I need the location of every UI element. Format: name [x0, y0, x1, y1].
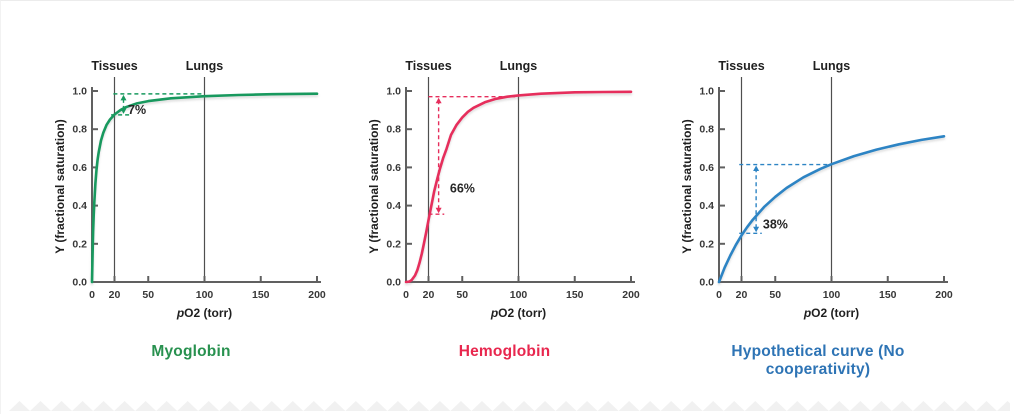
- y-tick-label: 0.4: [386, 200, 401, 212]
- arrowhead-down-icon: [753, 226, 760, 233]
- lungs-ref-label: Lungs: [499, 59, 537, 73]
- x-tick-label: 100: [196, 289, 214, 301]
- charts-row: Tissues Lungs 0.0 0.2 0.4 0.6 0.8 1.0 0 20 50 100 15…: [1, 1, 1014, 379]
- tissues-ref-label: Tissues: [718, 59, 764, 73]
- delta-percent-label: 7%: [128, 103, 146, 117]
- hypothetical-saturation-plot: Tissues Lungs 0.0 0.2 0.4 0.6 0.8 1.0 0 20 50 100 15…: [680, 59, 953, 320]
- x-axis-title: pO2 (torr): [176, 306, 232, 320]
- curve-path: [404, 90, 632, 284]
- myoglobin-saturation-plot: Tissues Lungs 0.0 0.2 0.4 0.6 0.8 1.0 0 20 50 100 15…: [53, 59, 326, 320]
- arrowhead-up-icon: [120, 94, 127, 101]
- lungs-ref-label: Lungs: [813, 59, 851, 73]
- y-tick-label: 1.0: [386, 86, 401, 98]
- x-tick-label: 150: [252, 289, 270, 301]
- y-tick-label: 0.4: [699, 200, 714, 212]
- y-tick-label: 1.0: [699, 86, 714, 98]
- y-tick-label: 0.6: [72, 162, 87, 174]
- y-tick-label: 0.6: [386, 162, 401, 174]
- curve-path: [90, 92, 319, 284]
- y-axis-title: Y (fractional saturation): [53, 119, 67, 253]
- arrowhead-down-icon: [435, 207, 442, 214]
- y-tick-label: 0.2: [72, 238, 87, 250]
- y-tick-label: 0.0: [72, 277, 87, 289]
- x-axis-title: pO2 (torr): [489, 306, 545, 320]
- y-tick-label: 0.8: [386, 124, 401, 136]
- x-tick-label: 0: [403, 289, 409, 301]
- tissues-ref-label: Tissues: [405, 59, 451, 73]
- torn-edge-decoration: [9, 401, 1010, 411]
- x-tick-label: 50: [769, 289, 781, 301]
- hemoglobin-saturation-plot: Tissues Lungs 0.0 0.2 0.4 0.6 0.8 1.0 0 20 50 100 15…: [367, 59, 640, 320]
- x-tick-label: 150: [565, 289, 583, 301]
- arrowhead-up-icon: [435, 97, 442, 104]
- x-tick-label: 100: [823, 289, 841, 301]
- x-tick-label: 20: [422, 289, 434, 301]
- y-axis-title: Y (fractional saturation): [367, 119, 381, 253]
- x-tick-label: 20: [736, 289, 748, 301]
- y-tick-label: 0.8: [72, 124, 87, 136]
- x-tick-label: 50: [142, 289, 154, 301]
- x-tick-label: 100: [509, 289, 527, 301]
- chart-caption-myoglobin: Myoglobin: [151, 343, 231, 360]
- arrowhead-up-icon: [753, 165, 760, 172]
- x-tick-label: 200: [935, 289, 953, 301]
- y-tick-label: 0.0: [386, 277, 401, 289]
- y-axis-title: Y (fractional saturation): [680, 119, 694, 253]
- x-tick-label: 0: [716, 289, 722, 301]
- y-tick-label: 0.2: [386, 238, 401, 250]
- x-tick-label: 0: [89, 289, 95, 301]
- y-tick-label: 0.8: [699, 124, 714, 136]
- chart-caption-hemoglobin: Hemoglobin: [458, 343, 551, 360]
- chart-hemoglobin: Tissues Lungs 0.0 0.2 0.4 0.6 0.8 1.0 0 20 50 100 15…: [367, 51, 641, 379]
- x-tick-label: 20: [109, 289, 121, 301]
- y-tick-label: 0.4: [72, 200, 87, 212]
- x-axis-title: pO2 (torr): [803, 306, 859, 320]
- y-tick-label: 0.2: [699, 238, 714, 250]
- x-tick-label: 200: [308, 289, 326, 301]
- y-tick-label: 1.0: [72, 86, 87, 98]
- x-tick-label: 150: [879, 289, 897, 301]
- arrowhead-down-icon: [120, 108, 127, 114]
- delta-percent-label: 38%: [763, 218, 788, 232]
- y-tick-label: 0.0: [699, 277, 714, 289]
- chart-caption-hypothetical: Hypothetical curve (No cooperativity): [731, 343, 905, 378]
- x-tick-label: 200: [622, 289, 640, 301]
- tissues-ref-label: Tissues: [91, 59, 137, 73]
- chart-hypothetical: Tissues Lungs 0.0 0.2 0.4 0.6 0.8 1.0 0 20 50 100 15…: [680, 51, 954, 379]
- delta-percent-label: 66%: [449, 181, 474, 195]
- chart-myoglobin: Tissues Lungs 0.0 0.2 0.4 0.6 0.8 1.0 0 20 50 100 15…: [53, 51, 327, 379]
- torn-edge-path: [9, 401, 1010, 411]
- y-tick-label: 0.6: [699, 162, 714, 174]
- x-tick-label: 50: [456, 289, 468, 301]
- lungs-ref-label: Lungs: [186, 59, 224, 73]
- curve-path: [717, 135, 946, 284]
